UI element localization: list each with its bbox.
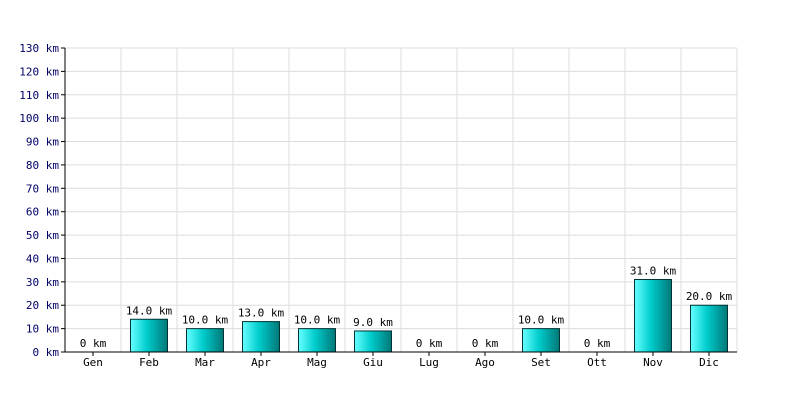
y-tick-label: 90 km	[26, 136, 59, 149]
x-tick-label: Giu	[363, 356, 383, 369]
bar-giu	[354, 330, 392, 353]
bar-dic	[690, 304, 728, 353]
data-label: 31.0 km	[630, 265, 677, 278]
x-tick-label: Lug	[419, 356, 439, 369]
x-tick-label: Dic	[699, 356, 719, 369]
data-label: 14.0 km	[126, 304, 173, 317]
data-labels: 0 km 14.0 km 10.0 km 13.0 km 10.0 km 9.0 km 0 …	[80, 265, 733, 350]
bar-feb	[130, 318, 168, 353]
data-label: 10.0 km	[182, 314, 229, 327]
y-tick-label: 120 km	[19, 65, 59, 78]
x-tick-label: Nov	[643, 356, 663, 369]
data-label: 0 km	[416, 337, 443, 350]
x-tick-label: Feb	[139, 356, 159, 369]
y-tick-label: 10 km	[26, 323, 59, 336]
data-label: 20.0 km	[686, 290, 733, 303]
data-label: 0 km	[80, 337, 107, 350]
axes	[61, 47, 737, 356]
bar-nov	[634, 279, 672, 353]
data-label: 0 km	[584, 337, 611, 350]
y-tick-label: 130 km	[19, 42, 59, 55]
y-tick-label: 50 km	[26, 229, 59, 242]
bar-set	[522, 328, 560, 353]
bar-mag	[298, 328, 336, 353]
y-tick-label: 70 km	[26, 182, 59, 195]
x-tick-label: Mag	[307, 356, 327, 369]
x-tick-label: Apr	[251, 356, 271, 369]
data-label: 10.0 km	[294, 314, 341, 327]
data-label: 10.0 km	[518, 314, 565, 327]
grid	[64, 47, 738, 353]
y-tick-label: 20 km	[26, 299, 59, 312]
y-tick-label: 30 km	[26, 276, 59, 289]
data-label: 13.0 km	[238, 307, 285, 320]
y-tick-label: 40 km	[26, 252, 59, 265]
y-tick-label: 0 km	[33, 346, 60, 359]
x-tick-label: Gen	[83, 356, 103, 369]
data-label: 9.0 km	[353, 316, 393, 329]
x-tick-label: Ott	[587, 356, 607, 369]
bars	[130, 279, 728, 353]
data-label: 0 km	[472, 337, 499, 350]
x-tick-label: Ago	[475, 356, 495, 369]
x-tick-label: Mar	[195, 356, 215, 369]
bar-mar	[186, 328, 224, 353]
y-tick-label: 60 km	[26, 206, 59, 219]
y-tick-label: 100 km	[19, 112, 59, 125]
bar-apr	[242, 321, 280, 353]
y-axis-ticks: 0 km 10 km 20 km 30 km 40 km 50 km 60 km 70 km 8…	[19, 42, 59, 359]
y-tick-label: 80 km	[26, 159, 59, 172]
y-tick-label: 110 km	[19, 89, 59, 102]
x-tick-label: Set	[531, 356, 551, 369]
x-axis-ticks: Gen Feb Mar Apr Mag Giu Lug Ago Set Ott Nov Dic	[83, 356, 719, 369]
